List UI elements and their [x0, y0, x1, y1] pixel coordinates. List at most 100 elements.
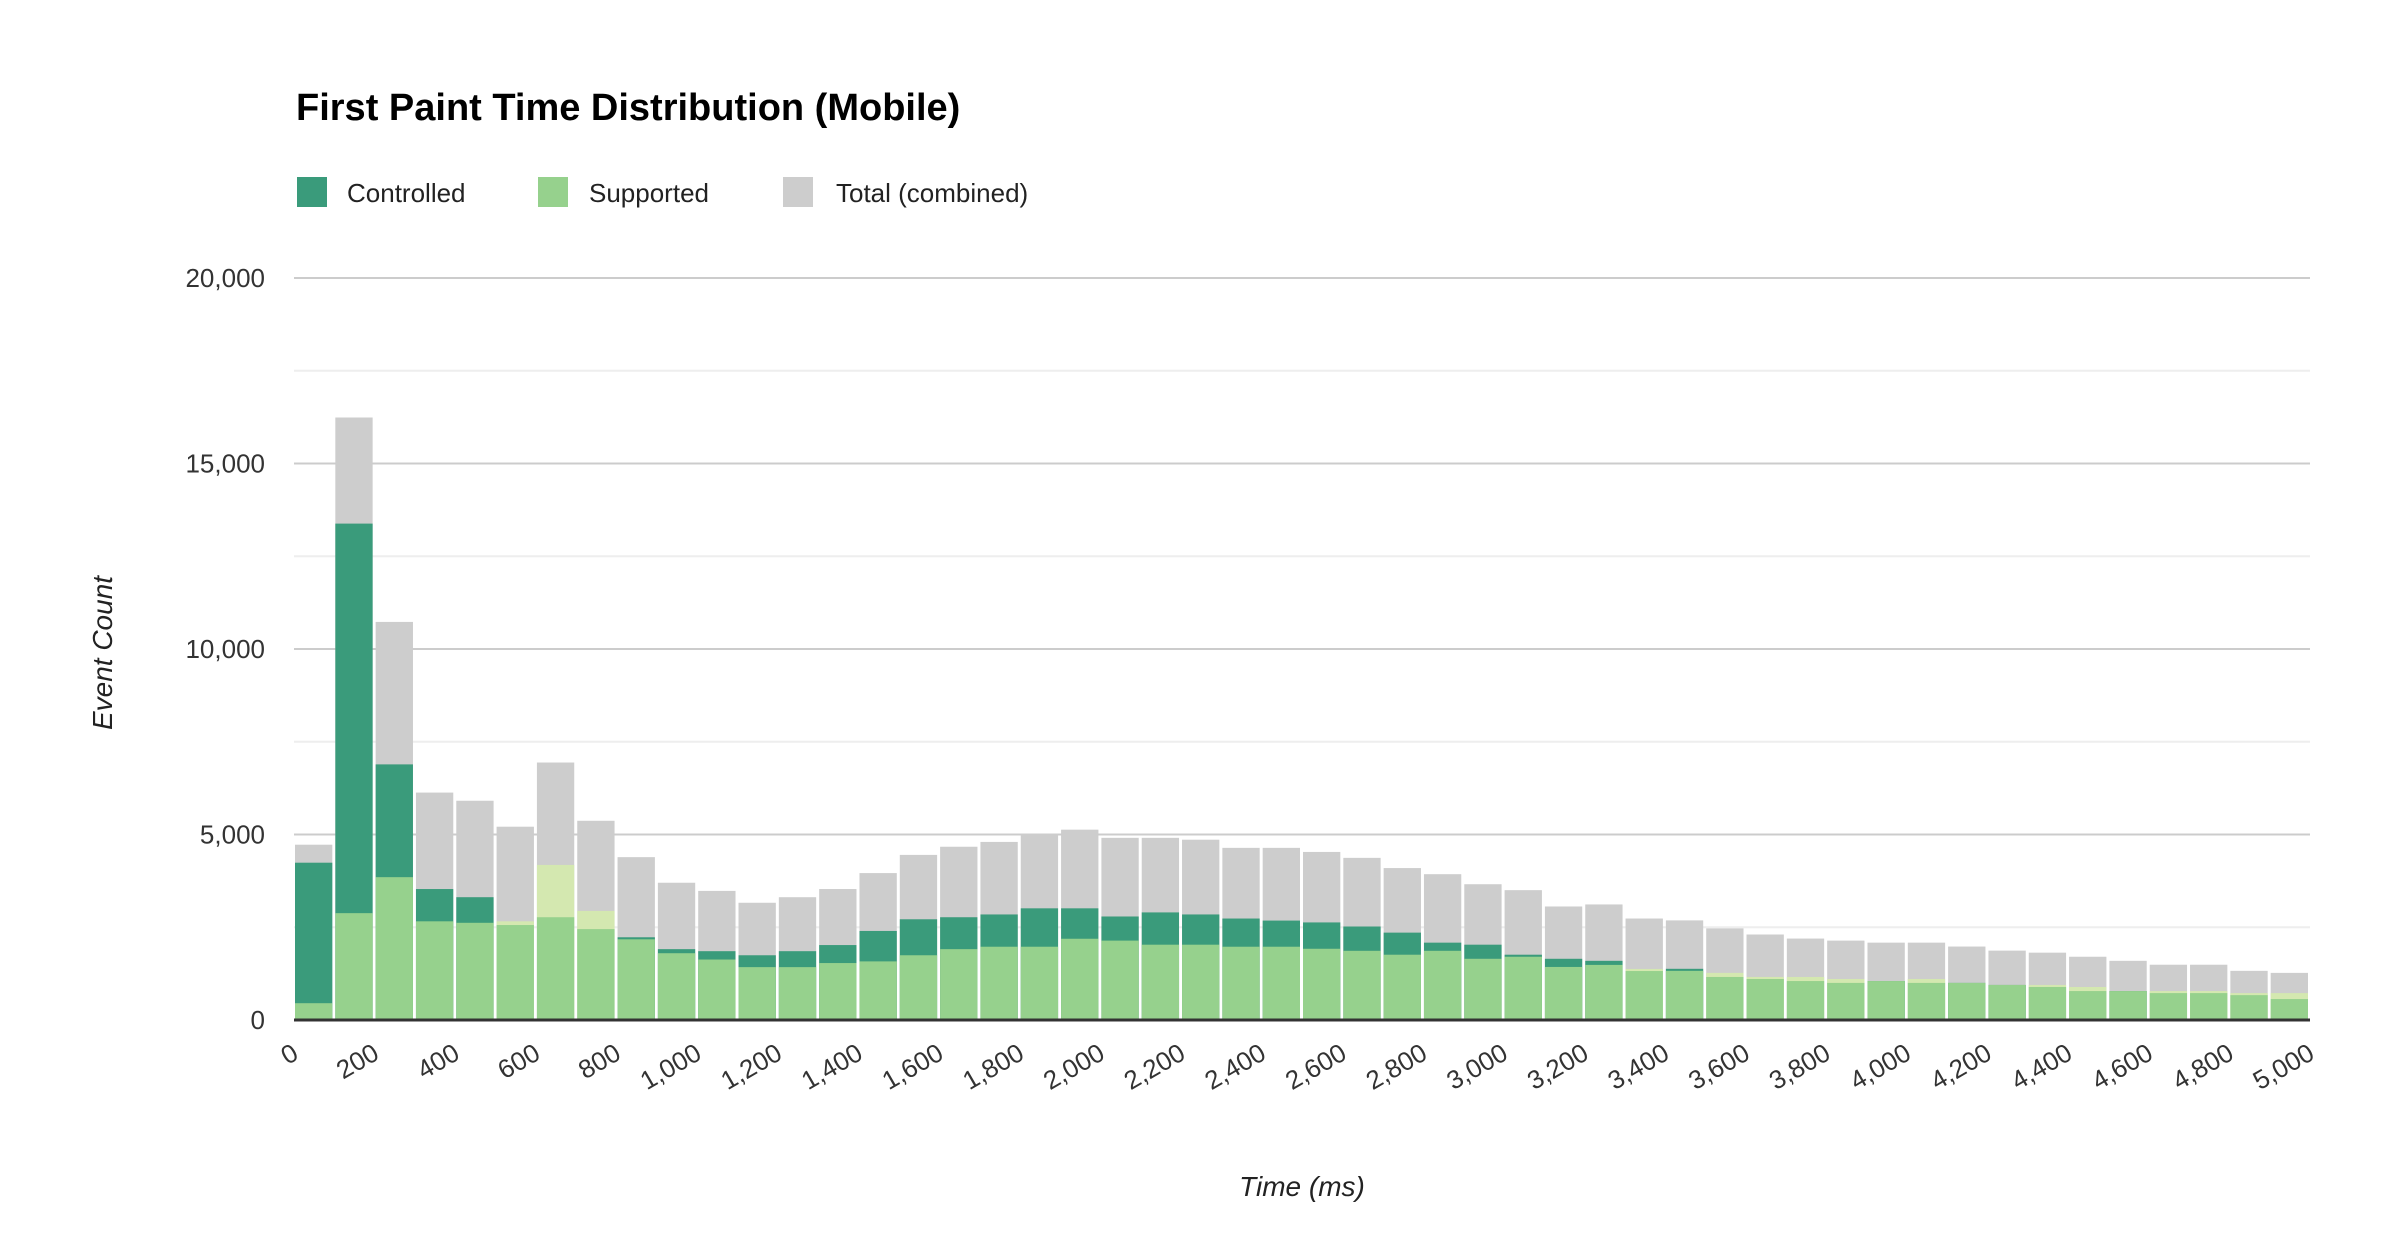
bar-supported [1101, 940, 1139, 1020]
bar-supported [1182, 944, 1220, 1020]
bar-supported [940, 949, 978, 1020]
x-tick-label: 800 [573, 1037, 626, 1085]
bin-group [1141, 837, 1180, 1020]
bin-group [1665, 920, 1704, 1020]
bin-group [1101, 837, 1139, 1020]
bar-supported [657, 953, 696, 1020]
x-tick-label: 3,400 [1603, 1037, 1674, 1096]
bar-supported [1303, 948, 1341, 1020]
bin-group [778, 897, 817, 1020]
bar-controlled-overlap [2190, 993, 2228, 1020]
x-tick-label: 200 [331, 1037, 384, 1085]
x-tick-label: 3,600 [1683, 1037, 1754, 1096]
bin-group [1182, 839, 1220, 1020]
x-tick-label: 1,000 [635, 1037, 706, 1096]
bin-group [2109, 960, 2147, 1020]
bar-supported [295, 1003, 333, 1020]
bar-supported [415, 921, 454, 1020]
x-tick-label: 1,800 [957, 1037, 1028, 1096]
legend-swatch-controlled [297, 177, 327, 207]
bar-supported [980, 946, 1018, 1020]
bar-supported [1544, 966, 1583, 1020]
x-tick-label: 1,200 [715, 1037, 786, 1096]
y-tick-label: 15,000 [185, 449, 265, 479]
bin-group [2190, 964, 2228, 1020]
bar-controlled-overlap [1625, 971, 1663, 1020]
bin-group [1504, 890, 1542, 1020]
bin-group [2270, 972, 2308, 1020]
bar-supported [1867, 981, 1905, 1020]
x-tick-label: 600 [492, 1037, 545, 1085]
bin-group [456, 800, 494, 1020]
x-tick-label: 4,600 [2086, 1037, 2157, 1096]
bin-group [1061, 829, 1099, 1020]
bin-group [859, 873, 897, 1020]
bar-supported [456, 922, 494, 1020]
legend-label-total: Total (combined) [836, 178, 1028, 208]
bar-controlled-overlap [2270, 999, 2308, 1020]
bar-supported [778, 967, 817, 1020]
bar-supported [1383, 954, 1421, 1020]
bar-controlled [295, 862, 333, 1020]
bin-group [940, 846, 978, 1020]
legend: Controlled Supported Total (combined) [297, 177, 1028, 208]
bin-group [1222, 847, 1260, 1020]
bin-group [1786, 938, 1825, 1020]
legend-swatch-supported [538, 177, 568, 207]
bar-controlled-overlap [1907, 982, 1946, 1020]
bin-group [2149, 964, 2188, 1020]
bin-group [1907, 942, 1946, 1020]
x-tick-label: 0 [275, 1037, 303, 1070]
bar-supported [1585, 964, 1623, 1020]
bin-group [1948, 946, 1986, 1020]
bin-group [1303, 851, 1341, 1020]
bin-group [295, 844, 333, 1020]
bin-group [1585, 904, 1623, 1020]
x-tick-label: 5,000 [2248, 1037, 2319, 1096]
bar-supported [335, 913, 373, 1020]
bar-controlled-overlap [1746, 979, 1784, 1020]
bar-supported [859, 961, 897, 1020]
bin-group [1464, 884, 1502, 1020]
bar-controlled-overlap [2028, 986, 2067, 1020]
x-tick-label: 1,600 [877, 1037, 948, 1096]
bin-group [1423, 874, 1462, 1020]
gridlines [294, 277, 2310, 929]
x-axis-ticks: 0 200 400 600 800 1,000 1,200 1,400 1,600 1,800 2,… [275, 1037, 2319, 1096]
bar-controlled-overlap [1827, 982, 1865, 1020]
bin-group [1746, 934, 1784, 1020]
bin-group [536, 762, 575, 1020]
bin-group [657, 882, 696, 1020]
bin-group [1262, 847, 1300, 1020]
x-tick-label: 3,800 [1764, 1037, 1835, 1096]
bin-group [1544, 906, 1583, 1020]
bar-supported [738, 967, 776, 1020]
y-axis-ticks: 0 5,000 10,000 15,000 20,000 [185, 263, 265, 1035]
x-tick-label: 2,200 [1119, 1037, 1190, 1096]
x-tick-label: 4,400 [2006, 1037, 2077, 1096]
bin-group [980, 841, 1018, 1020]
bin-group [899, 854, 938, 1020]
bar-supported [1343, 950, 1381, 1020]
bin-group [1867, 942, 1905, 1020]
x-tick-label: 2,600 [1280, 1037, 1351, 1096]
bar-supported [2109, 991, 2147, 1020]
x-tick-label: 3,200 [1522, 1037, 1593, 1096]
x-tick-label: 4,200 [1925, 1037, 1996, 1096]
bar-controlled-overlap [577, 929, 615, 1020]
x-tick-label: 2,400 [1199, 1037, 1270, 1096]
bin-group [1827, 940, 1865, 1020]
legend-label-supported: Supported [589, 178, 709, 208]
bin-group [819, 889, 857, 1020]
bin-group [496, 826, 534, 1020]
bar-supported [1948, 982, 1986, 1020]
bar-supported [1061, 938, 1099, 1020]
y-tick-label: 10,000 [185, 634, 265, 664]
y-tick-label: 0 [251, 1005, 265, 1035]
bar-supported [819, 963, 857, 1020]
bar-supported [698, 959, 736, 1020]
bar-supported [1020, 946, 1059, 1020]
bin-group [335, 417, 373, 1021]
bin-group [1020, 833, 1059, 1020]
